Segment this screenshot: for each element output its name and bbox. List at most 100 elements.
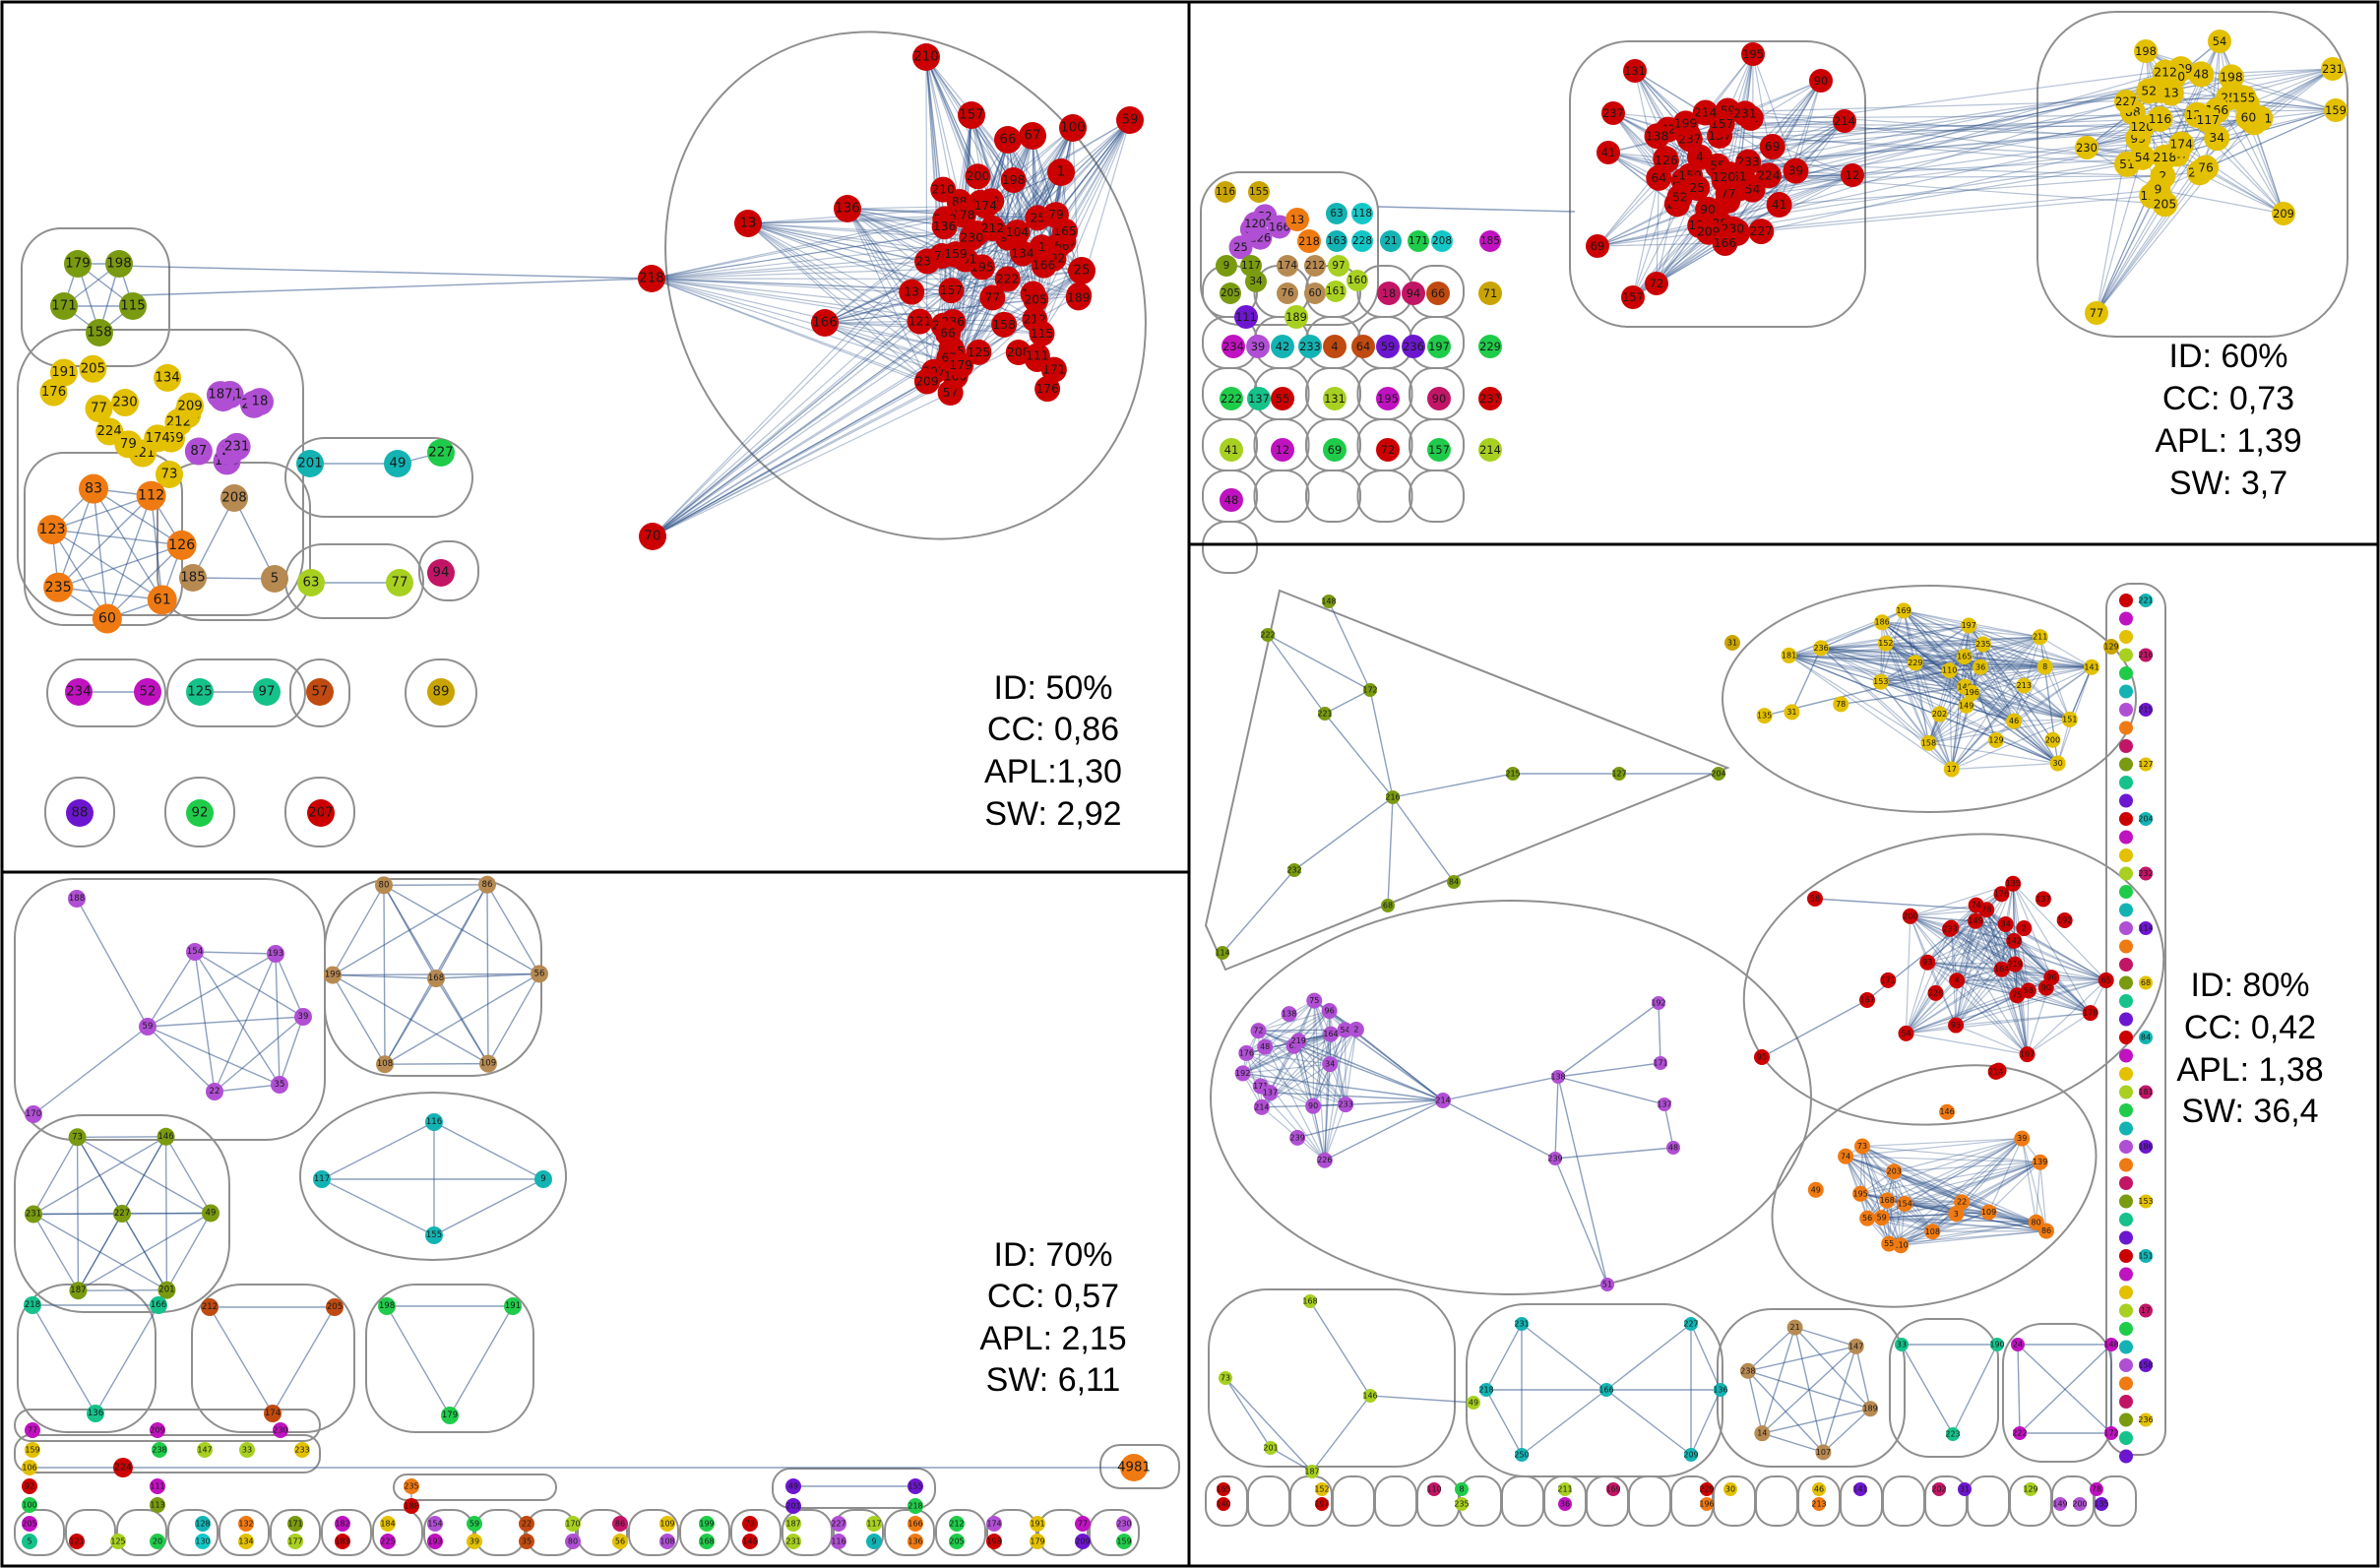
- network-node: 233: [294, 1442, 310, 1458]
- network-node: 191: [504, 1297, 522, 1315]
- network-node: 214: [1692, 99, 1719, 126]
- node-label: 59: [470, 1520, 479, 1529]
- network-node: 172: [1362, 683, 1378, 697]
- node-circle: [1712, 767, 1725, 781]
- network-edge: [2026, 990, 2030, 1055]
- node-circle: [2049, 755, 2066, 772]
- network-edge: [824, 322, 952, 349]
- node-label: 168: [1880, 1196, 1895, 1205]
- network-edge: [57, 488, 94, 588]
- node-label: 235: [404, 1482, 418, 1491]
- network-node: 235: [404, 1478, 419, 1494]
- node-label: 134: [238, 1537, 253, 1546]
- network-node: 187: [785, 1516, 801, 1532]
- node-label: 48: [1260, 1042, 1270, 1051]
- network-node: 221: [2138, 594, 2154, 607]
- node-label: 164: [1323, 1030, 1338, 1038]
- node-label: 155: [2232, 92, 2256, 105]
- network-node: 209: [150, 1422, 165, 1438]
- network-edge: [1485, 1323, 1523, 1391]
- network-node: 90: [1809, 69, 1833, 93]
- node-label: 185: [180, 571, 205, 586]
- node-label: 149: [1959, 701, 1973, 710]
- node-label: 56: [534, 969, 545, 978]
- node-circle: [1988, 731, 2005, 748]
- node-circle: [948, 352, 974, 379]
- network-edge: [1910, 915, 2018, 996]
- node-circle: [1741, 42, 1765, 66]
- network-node: 125: [110, 1534, 126, 1549]
- node-label: 5: [271, 572, 279, 587]
- network-node: 199: [324, 966, 343, 984]
- network-edge: [1880, 681, 2058, 765]
- network-node: 163: [1326, 230, 1347, 252]
- network-node: 222: [1220, 387, 1243, 410]
- network-node: 250: [1514, 1448, 1530, 1462]
- network-node: 129: [2023, 1482, 2038, 1496]
- node-circle: [1306, 992, 1323, 1009]
- node-circle: [2119, 1267, 2133, 1282]
- node-circle: [1351, 335, 1375, 358]
- node-label: 197: [1314, 1500, 1329, 1509]
- node-label: 97: [259, 685, 276, 700]
- network-edge: [1054, 119, 1131, 216]
- network-node: 149: [2052, 1497, 2068, 1511]
- node-label: 66: [1000, 133, 1017, 148]
- network-edge: [1961, 1161, 2040, 1203]
- network-edge: [1974, 920, 2003, 970]
- node-circle: [2139, 1140, 2153, 1154]
- network-node: 129: [2103, 639, 2119, 655]
- node-circle: [2119, 1213, 2133, 1226]
- node-label: 107: [1816, 1448, 1831, 1457]
- network-edge: [1950, 927, 2029, 1055]
- node-circle: [2119, 1376, 2133, 1391]
- node-circle: [1004, 220, 1031, 246]
- network-node: 48: [1257, 1038, 1274, 1055]
- network-node: 167: [2019, 1046, 2036, 1063]
- node-circle: [85, 395, 113, 423]
- network-edge: [747, 222, 928, 382]
- node-label: 192: [1235, 1069, 1250, 1078]
- network-edge: [2021, 1138, 2037, 1223]
- network-node: 219: [1290, 1033, 1307, 1049]
- network-node: 94: [1402, 282, 1425, 305]
- network-node: 111: [1024, 343, 1050, 369]
- network-edge: [233, 497, 276, 580]
- network-edge: [1881, 1217, 1933, 1232]
- network-edge: [1880, 681, 1929, 744]
- node-circle: [195, 1534, 211, 1549]
- network-node: [2119, 666, 2133, 680]
- node-circle: [1652, 996, 1665, 1010]
- stats-70-id: ID: 70%: [994, 1236, 1113, 1274]
- node-label: 137: [1248, 392, 1270, 406]
- network-edge: [1312, 1010, 1331, 1106]
- network-edge: [1931, 1161, 2041, 1232]
- network-node: 191: [1030, 1516, 1045, 1532]
- node-label: 231: [26, 1210, 41, 1220]
- node-circle: [68, 890, 86, 908]
- network-edge: [78, 1288, 167, 1291]
- node-circle: [1376, 438, 1400, 462]
- node-label: 227: [1683, 1320, 1698, 1329]
- node-label: 49: [1811, 1185, 1821, 1194]
- network-edge: [1927, 940, 2015, 964]
- network-node: 109: [659, 1516, 675, 1532]
- community-hull: [1889, 1318, 1999, 1458]
- network-edge: [1788, 655, 2070, 721]
- network-node: 174: [972, 193, 999, 220]
- network-node: 66: [935, 320, 962, 346]
- network-node: [2119, 703, 2133, 717]
- node-circle: [1895, 1338, 1909, 1351]
- network-node: 39: [1783, 157, 1809, 184]
- network-edge: [1885, 642, 1983, 646]
- network-node: 166: [1267, 215, 1291, 239]
- network-edge: [1330, 1034, 1347, 1105]
- network-node: 88: [66, 799, 94, 827]
- network-node: 131: [1623, 59, 1647, 83]
- network-edge: [1975, 905, 2106, 981]
- network-edge: [1906, 1024, 1957, 1035]
- network-edge: [943, 270, 1083, 327]
- network-edge: [1964, 656, 2045, 668]
- network-node: [2119, 1303, 2133, 1318]
- node-circle: [1833, 696, 1849, 713]
